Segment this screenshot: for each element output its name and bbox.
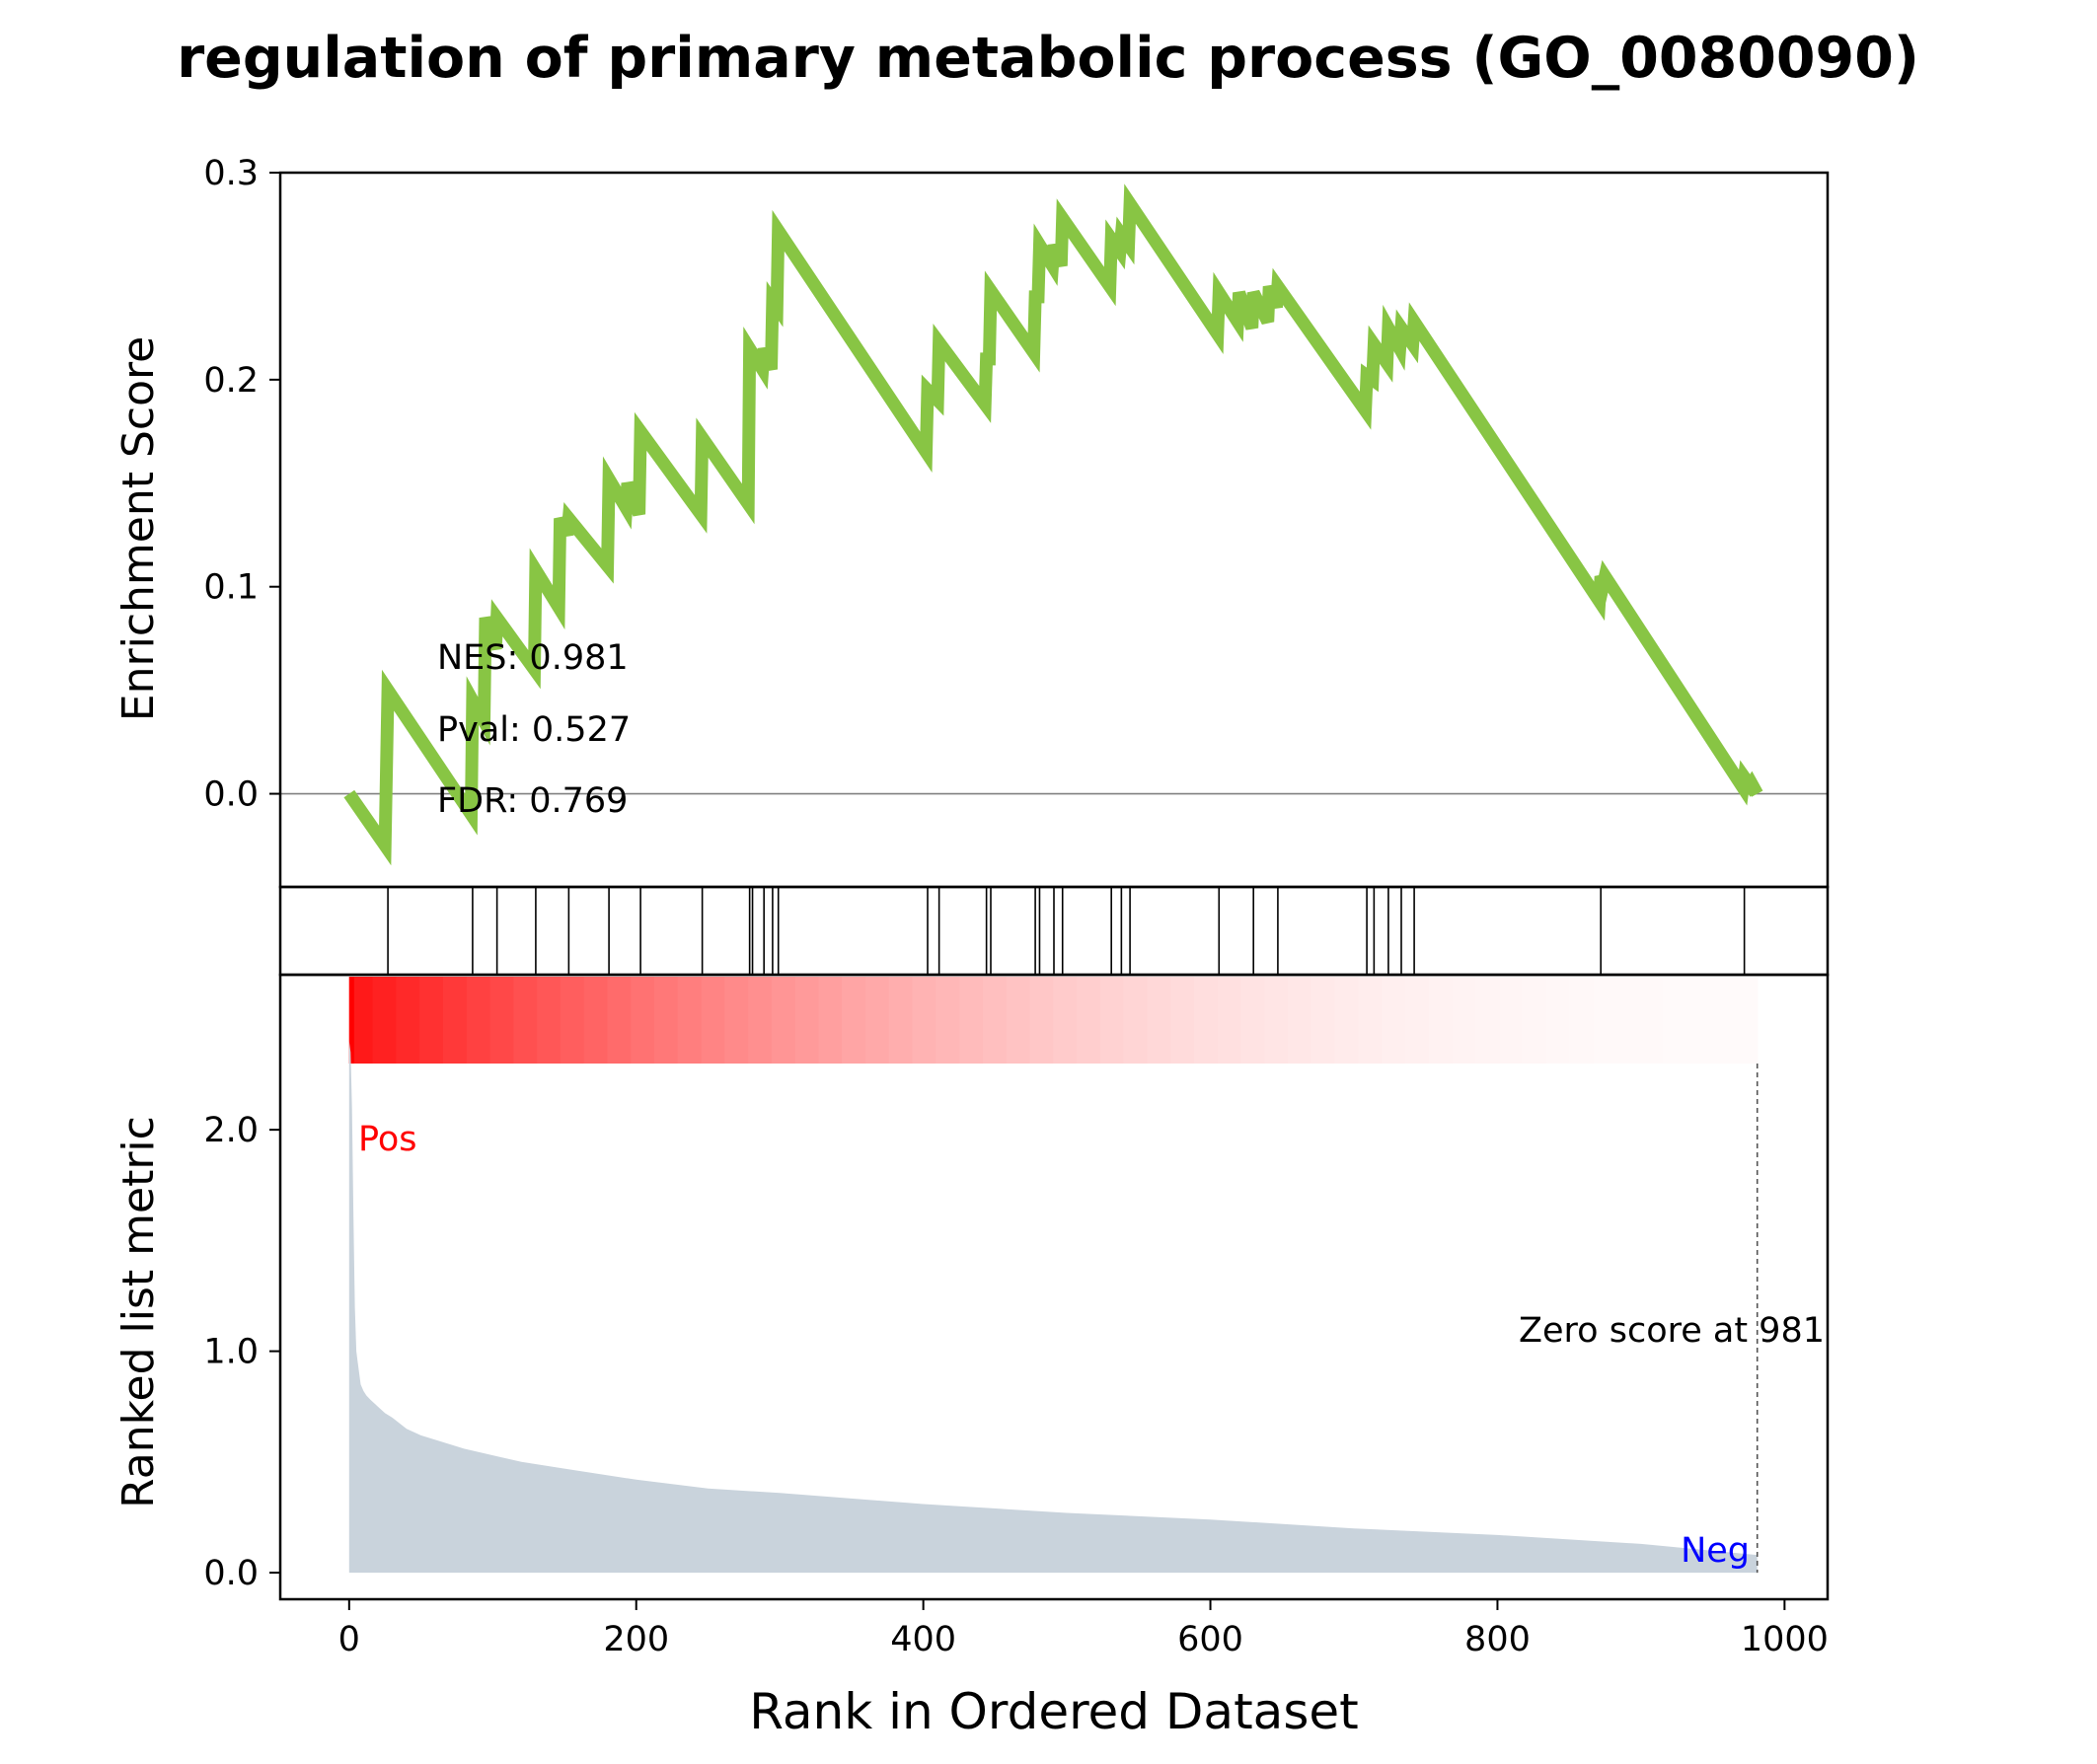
heat-segment [348, 977, 354, 1064]
fdr-label: FDR: 0.769 [437, 781, 628, 821]
ranked-metric-area [348, 1041, 1758, 1574]
heat-segment [1217, 977, 1242, 1064]
x-axis: 0 200 400 600 800 1000 [338, 1599, 1829, 1659]
heat-segment [1053, 977, 1078, 1064]
heat-segment [748, 977, 773, 1064]
enrichment-score-line [343, 184, 1763, 866]
heat-segment [560, 977, 585, 1064]
heat-segment [1686, 977, 1711, 1064]
heat-segment [1522, 977, 1547, 1064]
heat-segment [607, 977, 632, 1064]
neg-label: Neg [1681, 1531, 1750, 1571]
heat-segment [724, 977, 749, 1064]
heat-segment [1428, 977, 1454, 1064]
es-y-tick-label: 0.2 [203, 361, 259, 401]
heat-segment [513, 977, 538, 1064]
metric-panel-frame [278, 973, 1830, 1601]
x-tick-label: 800 [1464, 1620, 1531, 1659]
chart-title: regulation of primary metabolic process … [177, 26, 1919, 91]
heat-segment [1077, 977, 1101, 1064]
heat-segment [1499, 977, 1524, 1064]
hit-lines [387, 887, 1746, 975]
heat-segment [1288, 977, 1312, 1064]
heat-segment [1475, 977, 1500, 1064]
heat-segment [1733, 977, 1759, 1064]
heat-segment [1593, 977, 1617, 1064]
heat-segment [1382, 977, 1406, 1064]
heat-segment [865, 977, 890, 1064]
hit-markers-panel [278, 885, 1830, 977]
heat-segment [583, 977, 609, 1064]
heat-segment [1569, 977, 1595, 1064]
es-y-axis: 0.0 0.1 0.2 0.3 [203, 154, 280, 815]
heat-segment [842, 977, 866, 1064]
heat-segment [1311, 977, 1336, 1064]
pval-label: Pval: 0.527 [437, 710, 631, 750]
es-y-tick-label: 0.3 [203, 154, 259, 193]
heat-segment [396, 977, 420, 1064]
heat-segment [818, 977, 844, 1064]
heat-segment [1616, 977, 1641, 1064]
heat-segment [677, 977, 703, 1064]
heat-segment [419, 977, 444, 1064]
heat-segment [1147, 977, 1171, 1064]
metric-y-tick-label: 0.0 [203, 1554, 259, 1593]
pos-label: Pos [358, 1120, 417, 1159]
heat-segment [1334, 977, 1360, 1064]
metric-y-axis-label: Ranked list metric [113, 1116, 164, 1508]
heat-segment [653, 977, 679, 1064]
heat-segment [372, 977, 398, 1064]
heat-segment [1240, 977, 1266, 1064]
heat-segment [912, 977, 937, 1064]
heat-segment [936, 977, 960, 1064]
heat-segment [1452, 977, 1477, 1064]
x-tick-label: 400 [890, 1620, 956, 1659]
heat-segment [1123, 977, 1149, 1064]
heat-segment [442, 977, 468, 1064]
es-y-tick-label: 0.0 [203, 775, 259, 815]
ranked-metric-panel: Pos Neg Zero score at 981 0.0 1.0 2.0 0 200… [113, 973, 1830, 1740]
heat-segment [489, 977, 515, 1064]
heat-segment [1710, 977, 1735, 1064]
rank-heatmap-strip [348, 977, 1759, 1064]
heat-segment [537, 977, 562, 1064]
metric-y-tick-label: 2.0 [203, 1111, 259, 1150]
metric-y-tick-label: 1.0 [203, 1333, 259, 1372]
enrichment-score-panel: 0.0 0.1 0.2 0.3 Enrichment Score NES: 0.981… [113, 154, 1830, 889]
es-y-axis-label: Enrichment Score [113, 336, 164, 721]
nes-label: NES: 0.981 [437, 638, 629, 678]
x-tick-label: 200 [603, 1620, 669, 1659]
heat-segment [1170, 977, 1195, 1064]
heat-segment [794, 977, 820, 1064]
heat-segment [1358, 977, 1384, 1064]
heat-segment [631, 977, 655, 1064]
heat-segment [1405, 977, 1430, 1064]
heat-segment [959, 977, 984, 1064]
x-tick-label: 1000 [1741, 1620, 1829, 1659]
x-tick-label: 600 [1177, 1620, 1243, 1659]
zero-score-label: Zero score at 981 [1519, 1311, 1825, 1351]
heat-segment [1545, 977, 1571, 1064]
heat-segment [1264, 977, 1289, 1064]
x-axis-label: Rank in Ordered Dataset [749, 1683, 1358, 1740]
heat-segment [1029, 977, 1055, 1064]
heat-segment [1006, 977, 1031, 1064]
heat-segment [1663, 977, 1688, 1064]
heat-segment [466, 977, 491, 1064]
heat-segment [982, 977, 1008, 1064]
heat-segment [1639, 977, 1665, 1064]
heat-segment [701, 977, 726, 1064]
x-tick-label: 0 [338, 1620, 360, 1659]
heat-segment [771, 977, 796, 1064]
metric-y-axis: 0.0 1.0 2.0 [203, 1111, 280, 1593]
es-y-tick-label: 0.1 [203, 568, 259, 608]
heat-segment [888, 977, 914, 1064]
heat-segment [1099, 977, 1125, 1064]
heat-segment [1193, 977, 1219, 1064]
